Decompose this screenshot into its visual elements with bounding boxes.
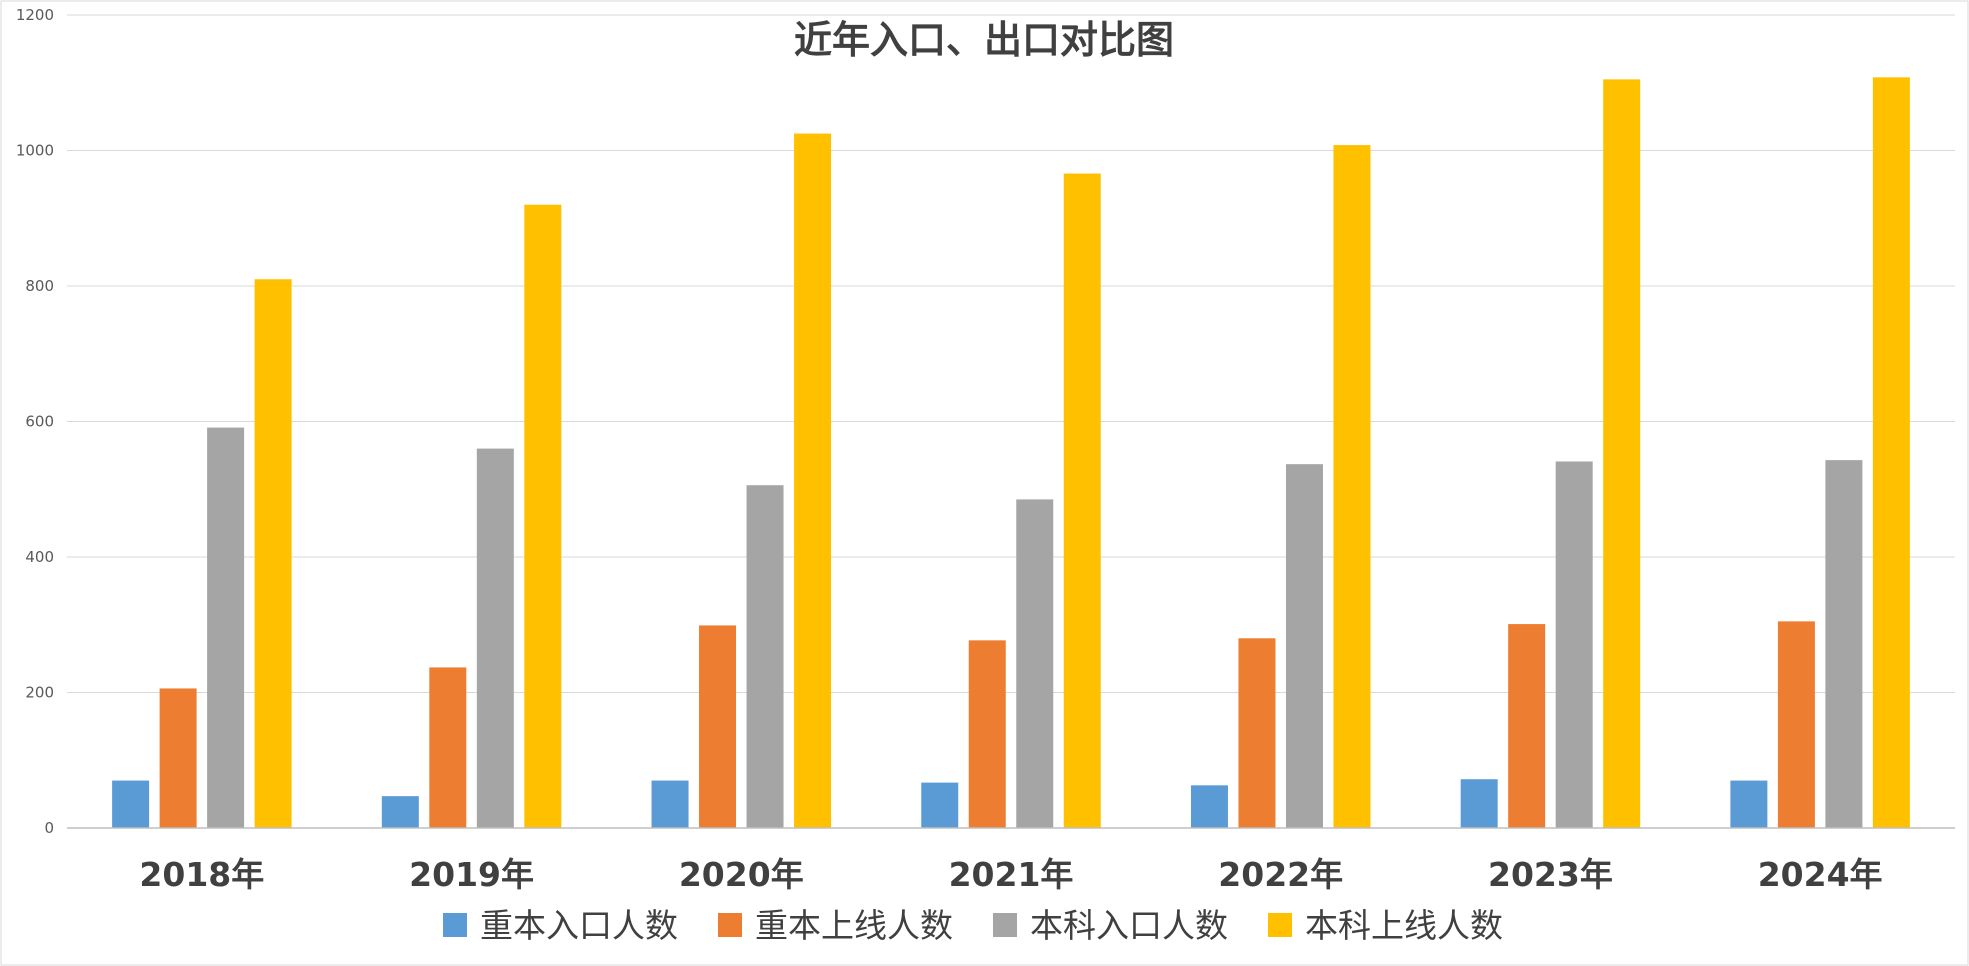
legend-label: 重本入口人数 xyxy=(480,906,678,945)
legend-swatch xyxy=(993,913,1017,937)
legend-label: 本科入口人数 xyxy=(1030,906,1228,945)
bar-4-2022年 xyxy=(1333,145,1371,828)
bar-2-2019年 xyxy=(429,667,467,828)
bar-1-2019年 xyxy=(381,796,419,828)
legend: 重本入口人数 重本上线人数 本科入口人数 本科上线人数 xyxy=(443,906,1503,945)
bar-4-2021年 xyxy=(1063,173,1101,828)
y-tick-label: 200 xyxy=(25,684,54,702)
x-tick-label: 2023年 xyxy=(1488,855,1613,894)
y-tick-label: 1200 xyxy=(16,6,54,24)
y-tick-label: 800 xyxy=(25,277,54,295)
bar-4-2018年 xyxy=(254,279,292,829)
chart-title: 近年入口、出口对比图 xyxy=(794,18,1174,62)
y-tick-label: 600 xyxy=(25,413,54,431)
bar-3-2020年 xyxy=(746,485,784,828)
bar-3-2021年 xyxy=(1016,499,1054,828)
bar-3-2022年 xyxy=(1285,464,1323,828)
legend-label: 本科上线人数 xyxy=(1305,906,1503,945)
legend-swatch xyxy=(443,913,467,937)
y-tick-label: 0 xyxy=(44,819,54,837)
x-tick-label: 2021年 xyxy=(949,855,1074,894)
bar-2-2024年 xyxy=(1777,621,1815,828)
legend-swatch xyxy=(718,913,742,937)
bar-3-2019年 xyxy=(476,448,514,828)
bar-2-2018年 xyxy=(159,688,197,828)
x-tick-label: 2024年 xyxy=(1758,855,1883,894)
bar-4-2019年 xyxy=(524,204,562,828)
y-tick-label: 1000 xyxy=(16,142,54,160)
bar-2-2023年 xyxy=(1508,624,1546,828)
bar-3-2018年 xyxy=(207,427,245,828)
y-axis-ticks: 0 200 400 600 800 1000 1200 xyxy=(16,6,54,837)
x-tick-label: 2022年 xyxy=(1218,855,1343,894)
bar-4-2020年 xyxy=(794,133,832,828)
bar-1-2018年 xyxy=(112,780,150,828)
x-tick-label: 2020年 xyxy=(679,855,804,894)
x-tick-label: 2019年 xyxy=(409,855,534,894)
bar-3-2024年 xyxy=(1825,460,1863,828)
y-tick-label: 400 xyxy=(25,548,54,566)
bar-2-2020年 xyxy=(699,625,737,828)
gridlines xyxy=(67,14,1955,693)
x-tick-label: 2018年 xyxy=(139,855,264,894)
bar-1-2021年 xyxy=(921,782,959,828)
bar-1-2020年 xyxy=(651,780,689,828)
bar-2-2022年 xyxy=(1238,638,1276,828)
bars xyxy=(112,77,1910,829)
legend-label: 重本上线人数 xyxy=(755,906,953,945)
x-axis-ticks: 2018年 2019年 2020年 2021年 2022年 2023年 2024年 xyxy=(139,855,1882,894)
bar-1-2022年 xyxy=(1190,785,1228,828)
bar-2-2021年 xyxy=(968,640,1006,828)
legend-swatch xyxy=(1268,913,1292,937)
bar-3-2023年 xyxy=(1555,461,1593,828)
bar-1-2024年 xyxy=(1730,780,1768,828)
bar-4-2024年 xyxy=(1872,77,1910,828)
bar-1-2023年 xyxy=(1460,779,1498,828)
bar-4-2023年 xyxy=(1603,79,1641,829)
